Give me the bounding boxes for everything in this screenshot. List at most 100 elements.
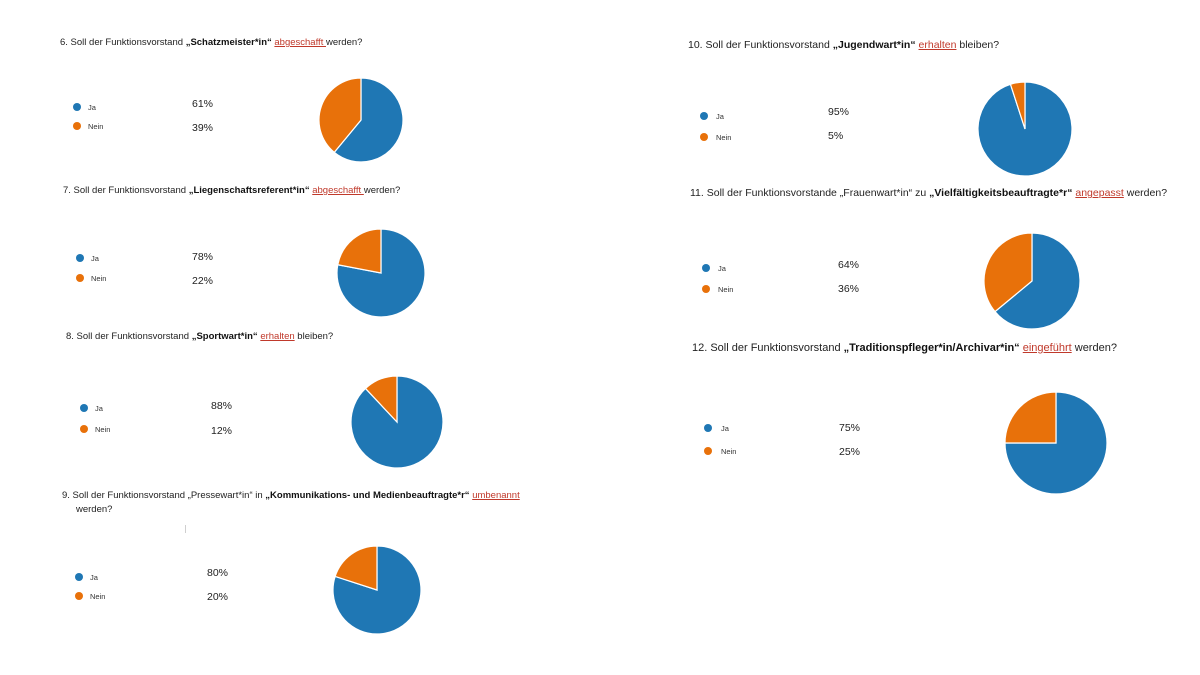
question-block-6: 6. Soll der Funktionsvorstand „Schatzmei… [60, 36, 580, 163]
pie-chart [977, 81, 1073, 177]
percent-ja: 75% [839, 422, 861, 434]
pie-slice-nein [983, 232, 1033, 313]
question-role: „Traditionspfleger*in/Archivar*in“ [843, 342, 1020, 354]
question-keyword: umbenannt [472, 490, 520, 501]
legend-label-ja: Ja [718, 264, 726, 273]
question-suffix: bleiben? [294, 331, 334, 342]
question-prefix: 8. Soll der Funktionsvorstand [66, 331, 192, 342]
pie-chart [318, 77, 404, 163]
percent-nein: 12% [211, 425, 233, 437]
question-role: „Jugendwart*in“ [832, 39, 916, 51]
legend-label-nein: Nein [91, 274, 107, 283]
legend-label-ja: Ja [91, 254, 99, 263]
percent-ja: 88% [211, 400, 233, 412]
question-block-11: 11. Soll der Funktionsvorstande „Frauenw… [690, 186, 1190, 332]
percent-ja: 78% [192, 251, 214, 263]
divider-mark [185, 525, 186, 533]
pie-chart [1004, 391, 1108, 495]
question-suffix: werden? [363, 185, 401, 196]
question-prefix: 11. Soll der Funktionsvorstande „Frauenw… [690, 187, 930, 199]
question-line2: werden? [76, 504, 113, 515]
percent-nein: 36% [838, 283, 860, 295]
percent-nein: 25% [839, 446, 861, 458]
legend-label-nein: Nein [95, 425, 111, 434]
percent-ja: 61% [192, 98, 214, 110]
pie-chart [332, 545, 422, 635]
legend-dot-nein [700, 133, 708, 141]
pie-slice-ja [333, 77, 404, 163]
legend-dot-nein [73, 122, 81, 130]
question-prefix: 10. Soll der Funktionsvorstand [688, 39, 833, 51]
question-role: „Sportwart*in“ [191, 331, 258, 342]
legend-label-ja: Ja [95, 404, 103, 413]
legend-label-nein: Nein [90, 592, 106, 601]
question-role: „Vielfältigkeitsbeauftragte*r“ [929, 187, 1073, 199]
pie-chart [336, 228, 426, 318]
legend-label-ja: Ja [721, 424, 729, 433]
legend-dot-ja [702, 264, 710, 272]
legend-dot-nein [704, 447, 712, 455]
question-title: 10. Soll der Funktionsvorstand „Jugendwa… [688, 38, 999, 52]
question-keyword: angepasst [1075, 187, 1124, 199]
legend-dot-ja [700, 112, 708, 120]
question-keyword: erhalten [260, 331, 295, 342]
percent-nein: 5% [828, 130, 844, 142]
pie-slice-nein [334, 545, 378, 591]
legend-dot-nein [80, 425, 88, 433]
question-title: 8. Soll der Funktionsvorstand „Sportwart… [66, 330, 333, 344]
question-prefix: 9. Soll der Funktionsvorstand „Pressewar… [62, 490, 266, 501]
question-suffix: werden? [1071, 342, 1117, 354]
question-suffix: werden? [325, 37, 363, 48]
pie-slice-nein [318, 77, 362, 154]
question-prefix: 12. Soll der Funktionsvorstand [692, 342, 844, 354]
legend-label-nein: Nein [716, 133, 732, 142]
pie-slice-nein [364, 375, 398, 424]
question-block-7: 7. Soll der Funktionsvorstand „Liegensch… [63, 184, 583, 319]
question-title: 7. Soll der Funktionsvorstand „Liegensch… [63, 184, 400, 198]
question-title: 9. Soll der Funktionsvorstand „Pressewar… [62, 489, 520, 517]
percent-ja: 80% [207, 567, 229, 579]
pie-slice-nein [337, 228, 382, 274]
percent-ja: 95% [828, 106, 850, 118]
question-prefix: 7. Soll der Funktionsvorstand [63, 185, 189, 196]
legend-dot-nein [702, 285, 710, 293]
question-title: 12. Soll der Funktionsvorstand „Traditio… [692, 341, 1117, 355]
percent-nein: 20% [207, 591, 229, 603]
question-block-10: 10. Soll der Funktionsvorstand „Jugendwa… [688, 38, 1188, 178]
question-keyword: abgeschafft [274, 37, 326, 48]
pie-chart [983, 232, 1081, 330]
pie-slice-nein [1004, 391, 1057, 444]
legend-dot-ja [76, 254, 84, 262]
legend-dot-ja [75, 573, 83, 581]
pie-slice-ja [994, 232, 1081, 330]
question-keyword: abgeschafft [312, 185, 364, 196]
question-suffix: werden? [1123, 187, 1168, 199]
question-title: 11. Soll der Funktionsvorstande „Frauenw… [690, 186, 1167, 200]
pie-slice-ja [1004, 391, 1108, 495]
legend-dot-nein [76, 274, 84, 282]
percent-nein: 39% [192, 122, 214, 134]
question-block-8: 8. Soll der Funktionsvorstand „Sportwart… [66, 330, 586, 475]
legend-label-ja: Ja [716, 112, 724, 121]
legend-dot-ja [80, 404, 88, 412]
percent-ja: 64% [838, 259, 860, 271]
legend-dot-ja [704, 424, 712, 432]
question-keyword: eingeführt [1022, 342, 1072, 354]
legend-label-nein: Nein [718, 285, 734, 294]
legend-dot-nein [75, 592, 83, 600]
question-role: „Schatzmeister*in“ [185, 37, 272, 48]
question-block-12: 12. Soll der Funktionsvorstand „Traditio… [692, 341, 1192, 501]
question-suffix: bleiben? [956, 39, 1000, 51]
legend-dot-ja [73, 103, 81, 111]
legend-label-nein: Nein [88, 122, 104, 131]
percent-nein: 22% [192, 275, 214, 287]
question-role: „Liegenschaftsreferent*in“ [188, 185, 310, 196]
question-block-9: 9. Soll der Funktionsvorstand „Pressewar… [62, 489, 602, 639]
pie-chart [350, 375, 444, 469]
question-role: „Kommunikations- und Medienbeauftragte*r… [265, 490, 470, 501]
legend-label-ja: Ja [88, 103, 96, 112]
question-keyword: erhalten [918, 39, 957, 51]
question-prefix: 6. Soll der Funktionsvorstand [60, 37, 186, 48]
question-title: 6. Soll der Funktionsvorstand „Schatzmei… [60, 36, 362, 50]
legend-label-ja: Ja [90, 573, 98, 582]
